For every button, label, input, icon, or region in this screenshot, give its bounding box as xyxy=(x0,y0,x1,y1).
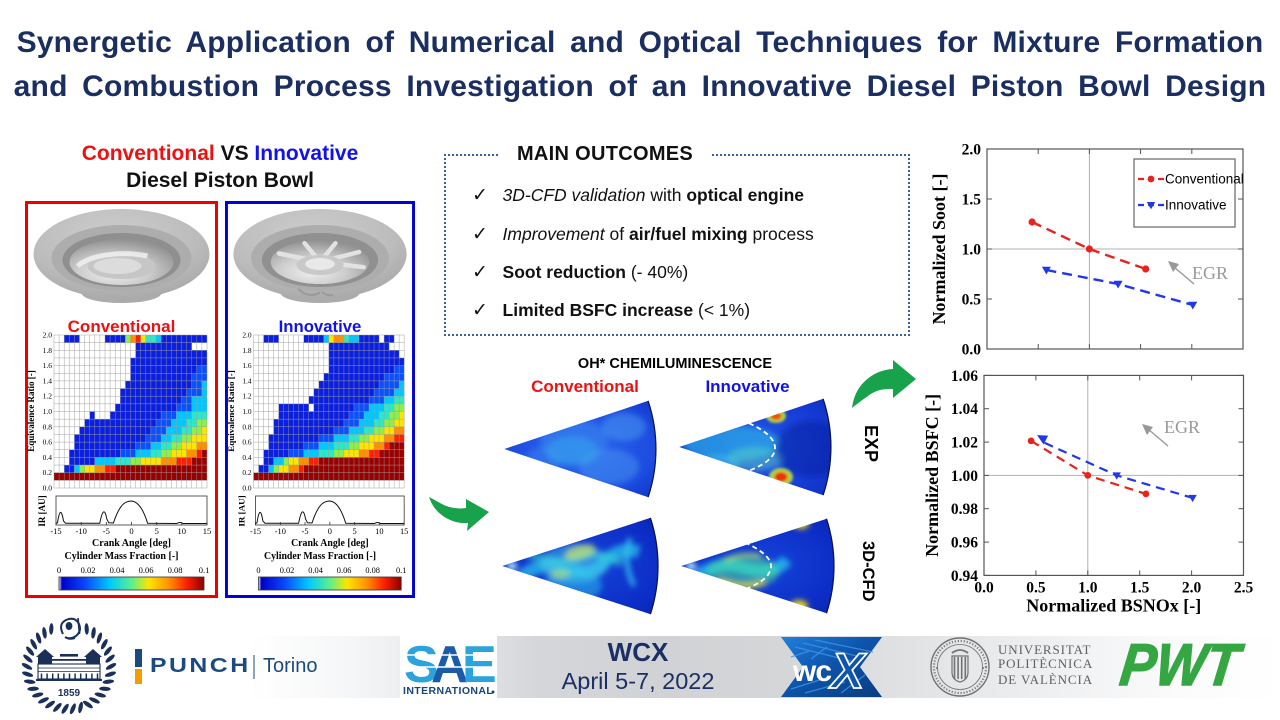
svg-text:0.5: 0.5 xyxy=(1026,579,1046,596)
svg-text:0.02: 0.02 xyxy=(280,565,295,575)
svg-text:0.04: 0.04 xyxy=(110,565,126,575)
svg-text:2.0: 2.0 xyxy=(962,142,982,159)
svg-text:1.2: 1.2 xyxy=(242,392,252,401)
svg-text:15: 15 xyxy=(203,526,212,536)
svg-text:1859: 1859 xyxy=(58,688,81,699)
svg-text:-10: -10 xyxy=(76,526,87,536)
svg-text:-15: -15 xyxy=(50,526,61,536)
svg-text:0.6: 0.6 xyxy=(43,438,53,447)
svg-text:IR [AU]: IR [AU] xyxy=(237,495,247,526)
svg-text:Innovative: Innovative xyxy=(1165,198,1227,213)
svg-text:Conventional: Conventional xyxy=(68,317,176,336)
svg-text:1.00: 1.00 xyxy=(951,468,978,485)
svg-text:Equivalence Ratio [-]: Equivalence Ratio [-] xyxy=(26,370,36,452)
svg-text:2.0: 2.0 xyxy=(242,330,252,339)
svg-text:0.0: 0.0 xyxy=(974,579,994,596)
svg-text:EGR: EGR xyxy=(1164,417,1200,437)
svg-text:0.8: 0.8 xyxy=(43,422,53,431)
svg-text:Crank Angle [deg]: Crank Angle [deg] xyxy=(92,538,171,549)
svg-text:Normalized BSFC [-]: Normalized BSFC [-] xyxy=(922,394,942,557)
svg-text:0.4: 0.4 xyxy=(242,453,252,462)
svg-text:0.2: 0.2 xyxy=(242,468,252,477)
svg-text:Normalized BSNOx [-]: Normalized BSNOx [-] xyxy=(1026,595,1201,615)
svg-text:1.5: 1.5 xyxy=(1130,579,1150,596)
svg-text:0.2: 0.2 xyxy=(43,468,53,477)
svg-text:0: 0 xyxy=(129,526,133,536)
svg-text:1.0: 1.0 xyxy=(962,242,982,259)
svg-text:0.98: 0.98 xyxy=(951,501,978,518)
svg-text:0.6: 0.6 xyxy=(242,438,252,447)
svg-text:1.2: 1.2 xyxy=(43,392,53,401)
svg-text:2.5: 2.5 xyxy=(1234,579,1254,596)
svg-text:0.04: 0.04 xyxy=(308,565,323,575)
svg-text:1.06: 1.06 xyxy=(951,368,978,385)
svg-text:0.0: 0.0 xyxy=(962,342,982,359)
svg-text:1.0: 1.0 xyxy=(1078,579,1098,596)
svg-text:1.5: 1.5 xyxy=(962,192,982,209)
svg-text:0.5: 0.5 xyxy=(962,292,982,309)
svg-text:Cylinder Mass Fraction [-]: Cylinder Mass Fraction [-] xyxy=(264,551,376,562)
svg-text:5: 5 xyxy=(155,526,159,536)
svg-text:Crank Angle [deg]: Crank Angle [deg] xyxy=(291,538,369,549)
svg-text:2.0: 2.0 xyxy=(1182,579,1202,596)
svg-text:0.0: 0.0 xyxy=(43,484,53,493)
svg-text:1.04: 1.04 xyxy=(951,401,978,418)
svg-text:0.02: 0.02 xyxy=(81,565,96,575)
svg-text:0.0: 0.0 xyxy=(242,483,252,492)
svg-text:1.02: 1.02 xyxy=(951,435,978,452)
svg-text:1.0: 1.0 xyxy=(242,407,252,416)
svg-text:1.0: 1.0 xyxy=(43,407,53,416)
svg-text:2.0: 2.0 xyxy=(43,331,53,340)
svg-text:-15: -15 xyxy=(250,526,261,536)
svg-text:-10: -10 xyxy=(275,526,286,536)
svg-text:EGR: EGR xyxy=(1192,263,1228,283)
svg-text:1.8: 1.8 xyxy=(242,346,252,355)
svg-text:1.4: 1.4 xyxy=(242,376,252,385)
svg-text:0.8: 0.8 xyxy=(242,422,252,431)
svg-text:0: 0 xyxy=(256,565,260,575)
svg-text:-5: -5 xyxy=(302,526,309,536)
svg-text:0.06: 0.06 xyxy=(139,565,154,575)
svg-text:Conventional: Conventional xyxy=(1165,172,1244,187)
svg-text:IR [AU]: IR [AU] xyxy=(37,495,47,526)
svg-text:-5: -5 xyxy=(103,526,110,536)
svg-text:0.1: 0.1 xyxy=(396,565,406,575)
svg-text:0.96: 0.96 xyxy=(951,535,978,552)
svg-text:E: E xyxy=(462,636,495,694)
svg-text:1.4: 1.4 xyxy=(43,376,53,385)
svg-text:15: 15 xyxy=(400,526,408,536)
svg-text:Cylinder Mass Fraction [-]: Cylinder Mass Fraction [-] xyxy=(65,551,179,562)
svg-text:0: 0 xyxy=(57,565,61,575)
svg-text:Innovative: Innovative xyxy=(279,317,362,336)
svg-text:1.6: 1.6 xyxy=(43,361,53,370)
svg-text:Normalized Soot [-]: Normalized Soot [-] xyxy=(929,174,949,325)
svg-text:1.6: 1.6 xyxy=(242,361,252,370)
svg-text:0: 0 xyxy=(328,526,332,536)
svg-text:10: 10 xyxy=(375,526,383,536)
svg-text:10: 10 xyxy=(178,526,187,536)
svg-text:0.06: 0.06 xyxy=(337,565,352,575)
svg-text:0.08: 0.08 xyxy=(365,565,380,575)
svg-text:wc: wc xyxy=(792,655,831,688)
svg-text:INTERNATIONAL: INTERNATIONAL xyxy=(403,685,493,697)
svg-text:0.08: 0.08 xyxy=(168,565,183,575)
svg-text:X: X xyxy=(828,643,867,697)
svg-text:0.1: 0.1 xyxy=(199,565,210,575)
svg-text:Equivalence Ratio [-]: Equivalence Ratio [-] xyxy=(226,370,236,451)
svg-text:1.8: 1.8 xyxy=(43,346,53,355)
svg-text:5: 5 xyxy=(353,526,357,536)
svg-text:0.94: 0.94 xyxy=(951,568,978,585)
svg-text:0.4: 0.4 xyxy=(43,453,53,462)
